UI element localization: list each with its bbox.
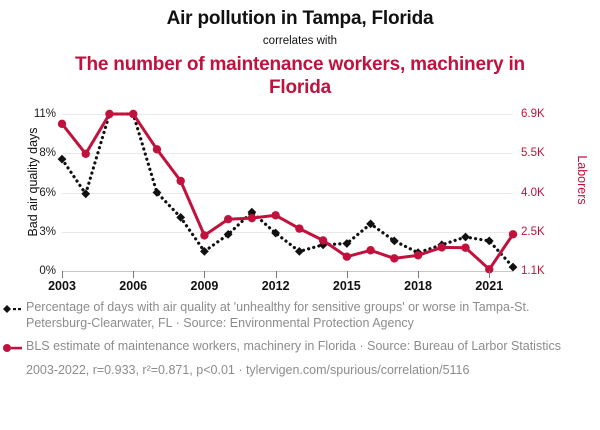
- data-point-marker: [484, 236, 494, 246]
- chart-legend: Percentage of days with air quality at '…: [0, 300, 600, 378]
- data-point-marker: [271, 228, 281, 238]
- y-axis-left-tick-label: 8%: [39, 147, 56, 160]
- legend-label-series2: BLS estimate of maintenance workers, mac…: [26, 339, 561, 353]
- x-axis-tick: [418, 271, 420, 278]
- x-axis-tick-label: 2006: [119, 279, 148, 293]
- data-point-marker: [461, 243, 470, 252]
- x-axis-tick-label: 2018: [404, 279, 432, 293]
- x-axis: 2003 2006 2009 2012 2015 2018 2021: [48, 271, 513, 301]
- data-point-marker: [81, 189, 91, 199]
- legend-row-series1: Percentage of days with air quality at '…: [0, 300, 600, 331]
- y-axis-left-title: Bad air quality days: [26, 127, 40, 237]
- x-axis-tick: [133, 271, 135, 278]
- y-axis-right-tick-label: 1.1K: [521, 265, 545, 277]
- data-point-marker: [152, 188, 162, 197]
- data-series-1: [57, 109, 518, 272]
- data-point-marker: [295, 224, 304, 233]
- red-solid-circle-marker-icon: [3, 344, 22, 352]
- data-point-marker: [247, 207, 257, 217]
- y-axis-left-tick-label: 0%: [39, 265, 56, 277]
- x-axis-tick: [346, 271, 348, 278]
- data-point-marker: [390, 254, 399, 263]
- x-axis-tick: [275, 271, 277, 278]
- x-axis-tick-label: 2003: [48, 279, 76, 293]
- data-point-marker: [508, 230, 518, 239]
- x-axis-tick: [489, 271, 491, 278]
- data-point-marker: [152, 145, 162, 154]
- y-axis-left-tick-label: 6%: [39, 186, 56, 199]
- data-point-marker: [271, 211, 280, 220]
- y-axis-right-tick-label: 5.5K: [521, 147, 545, 160]
- x-axis-tick-label: 2015: [332, 279, 361, 293]
- data-point-marker: [342, 252, 352, 261]
- data-point-marker: [318, 236, 328, 245]
- data-series-2: [57, 109, 518, 274]
- data-point-marker: [176, 212, 186, 222]
- data-point-marker: [485, 265, 494, 274]
- data-point-marker: [247, 213, 257, 223]
- series-svg: [57, 109, 518, 274]
- data-point-marker: [57, 119, 67, 129]
- data-point-marker: [342, 239, 352, 248]
- black-dotted-diamond-marker-icon: [3, 305, 21, 313]
- data-point-marker: [105, 109, 114, 119]
- legend-row-series2: BLS estimate of maintenance workers, mac…: [0, 339, 600, 355]
- data-point-marker: [200, 246, 209, 256]
- chart-header: Air pollution in Tampa, Florida correlat…: [0, 0, 600, 99]
- data-point-marker: [413, 251, 423, 260]
- gridline: [62, 153, 513, 155]
- correlates-with-label: correlates with: [262, 35, 338, 47]
- x-axis-tick-label: 2021: [475, 279, 504, 293]
- y-axis-left-tick-label: 3%: [39, 225, 56, 238]
- data-point-marker: [223, 229, 233, 239]
- y-axis-right-tick-label: 4.0K: [521, 186, 545, 199]
- y-axis-right-title: Laborers: [575, 155, 589, 205]
- gridline: [62, 271, 513, 272]
- legend-label-series1: Percentage of days with air quality at '…: [26, 300, 530, 330]
- page-title: Air pollution in Tampa, Florida: [166, 8, 434, 29]
- chart-plot-region: Bad air quality days Laborers 0% 1.1K 3% 2.…: [0, 105, 600, 293]
- legend-stats-note: 2003-2022, r=0.933, r²=0.871, p<0.01 · t…: [26, 362, 470, 377]
- data-point-marker: [81, 149, 90, 158]
- x-axis-tick-label: 2009: [190, 279, 219, 293]
- y-axis-right-tick-label: 2.5K: [521, 225, 545, 238]
- gridline: [62, 231, 513, 233]
- data-point-marker: [223, 214, 233, 224]
- y-axis-left-tick-label: 11%: [33, 108, 56, 120]
- data-point-marker: [200, 231, 209, 240]
- gridline: [62, 192, 513, 194]
- data-point-marker: [461, 232, 470, 242]
- data-point-marker: [129, 109, 138, 119]
- data-point-marker: [437, 243, 446, 252]
- x-axis-tick: [204, 271, 206, 278]
- series-layer: [57, 109, 518, 274]
- y-axis-right-tick-label: 6.9K: [521, 108, 545, 120]
- data-point-marker: [366, 219, 375, 229]
- data-point-marker: [176, 176, 185, 186]
- x-axis-tick-label: 2012: [261, 279, 290, 293]
- x-axis-tick: [62, 271, 63, 278]
- data-point-marker: [294, 246, 304, 256]
- data-point-marker: [366, 246, 375, 255]
- page-subtitle: The number of maintenance workers, machi…: [75, 54, 525, 98]
- data-point-marker: [389, 236, 399, 246]
- data-point-marker: [508, 262, 518, 272]
- gridline: [62, 114, 513, 115]
